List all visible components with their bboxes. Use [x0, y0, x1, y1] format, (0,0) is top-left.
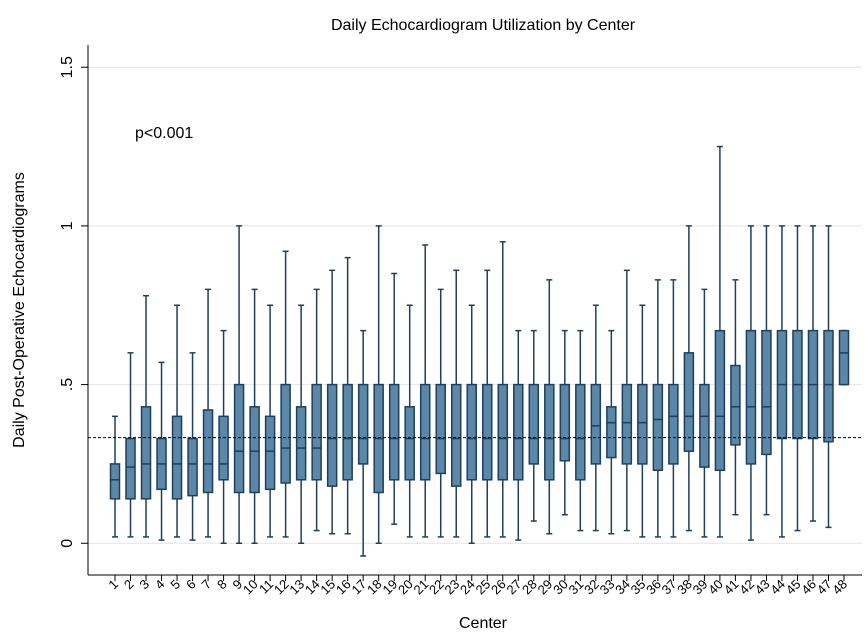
annotation: p<0.001 — [135, 125, 193, 142]
box — [528, 383, 540, 465]
box — [233, 383, 245, 494]
x-tick-label: 1 — [105, 577, 121, 593]
y-axis-label: Daily Post-Operative Echocardiograms — [11, 172, 28, 448]
box — [668, 383, 679, 465]
box — [730, 364, 741, 446]
box — [388, 383, 400, 481]
x-axis-label: Center — [459, 615, 508, 632]
box — [838, 329, 850, 386]
box — [544, 383, 555, 481]
box — [295, 406, 307, 481]
x-tick-label: 8 — [214, 577, 230, 593]
y-tick-label: 0 — [59, 539, 76, 548]
box — [683, 352, 695, 452]
box — [404, 406, 415, 481]
box — [497, 383, 509, 481]
box — [342, 383, 353, 481]
box — [140, 406, 152, 500]
box — [699, 383, 710, 468]
box — [621, 383, 633, 465]
box — [652, 383, 664, 472]
box — [218, 415, 229, 481]
box — [745, 329, 757, 465]
x-tick-label: 2 — [121, 577, 137, 593]
x-tick-label: 5 — [167, 577, 183, 593]
box — [823, 329, 834, 443]
box — [637, 383, 648, 465]
box — [513, 383, 524, 481]
box — [187, 437, 198, 497]
box — [714, 329, 726, 472]
y-tick-label: 1 — [59, 221, 76, 230]
chart-title: Daily Echocardiogram Utilization by Cent… — [331, 17, 636, 34]
box — [419, 383, 431, 481]
x-tick-label: 3 — [136, 577, 152, 593]
box — [559, 383, 571, 462]
x-tick-label: 48 — [829, 577, 850, 598]
y-tick-label: .5 — [59, 378, 76, 391]
box — [311, 383, 322, 481]
y-tick-label: 1.5 — [59, 56, 76, 78]
box — [264, 415, 276, 491]
x-tick-label: 6 — [183, 577, 199, 593]
x-tick-label: 4 — [152, 577, 168, 593]
box — [590, 383, 602, 465]
box — [109, 463, 121, 500]
box — [125, 437, 136, 500]
box — [280, 383, 291, 484]
box — [357, 383, 369, 465]
box — [435, 383, 446, 475]
box — [249, 406, 260, 494]
box — [761, 329, 772, 456]
box — [171, 415, 183, 500]
box — [202, 409, 214, 494]
box — [326, 383, 338, 487]
box — [450, 383, 462, 487]
box — [606, 406, 617, 459]
box — [575, 383, 586, 481]
box — [466, 383, 477, 481]
box — [482, 383, 493, 481]
x-tick-label: 7 — [198, 577, 214, 593]
